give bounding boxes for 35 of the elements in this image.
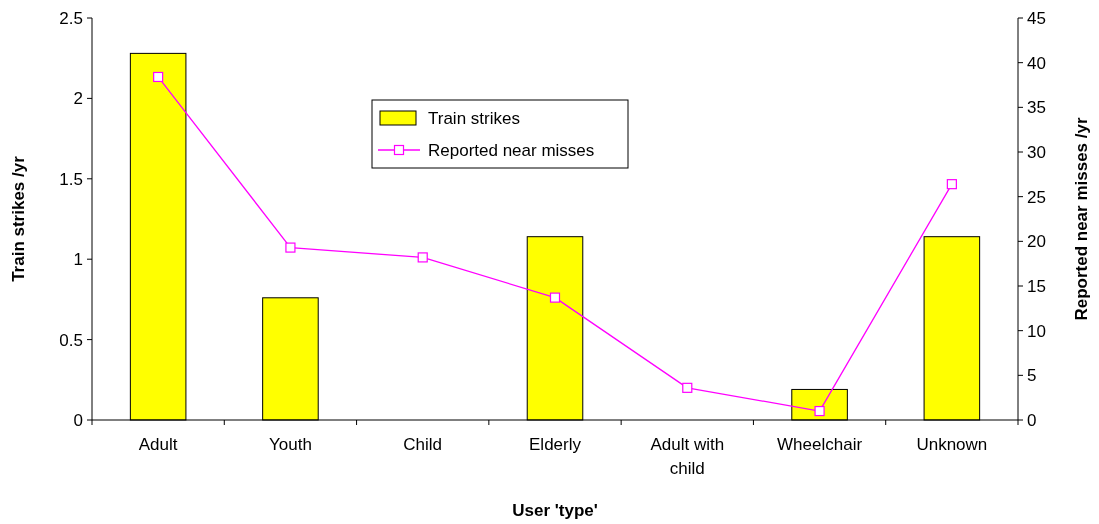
point: [946, 179, 957, 190]
x-tick-label: Adult: [138, 435, 178, 454]
x-tick-label: Child: [403, 435, 443, 454]
y2-tick-label: 30: [1027, 142, 1046, 162]
legend-label: Reported near misses: [428, 140, 595, 160]
y-axis-title: Train strikes /yr: [9, 155, 28, 282]
y2-tick-label: 35: [1027, 98, 1046, 118]
y-tick-label: 0.5: [59, 330, 83, 350]
x-tick-label: Elderly: [529, 435, 582, 454]
x-tick-label: Youth: [268, 435, 312, 454]
y-tick-label: 0: [73, 410, 83, 430]
legend-label: Train strikes: [428, 108, 520, 128]
y2-tick-label: 45: [1027, 8, 1046, 28]
x-tick-label: Unknown: [916, 435, 988, 454]
y2-tick-label: 20: [1027, 232, 1046, 252]
y2-tick-label: 10: [1027, 321, 1046, 341]
x-tick-label: Adult with child: [650, 435, 725, 478]
point: [153, 71, 164, 83]
y-tick-label: 1.5: [59, 169, 83, 189]
point: [549, 292, 561, 303]
y2-tick-label: 0: [1027, 410, 1037, 430]
y2-tick-label: 25: [1027, 187, 1046, 207]
point: [814, 405, 825, 417]
x-axis-title: User 'type': [512, 501, 598, 520]
x-tick-label: Wheelchair: [777, 435, 863, 454]
y2-tick-label: 40: [1027, 53, 1046, 73]
y-tick-label: 1: [73, 250, 83, 270]
point: [682, 382, 693, 393]
y-tick-label: 2: [73, 89, 83, 109]
y2-axis-title: Reported near misses /yr: [1072, 117, 1091, 321]
y-tick-label: 2.5: [59, 8, 83, 28]
y2-tick-label: 15: [1027, 276, 1046, 296]
point: [285, 242, 296, 253]
point: [417, 252, 428, 263]
y2-tick-label: 5: [1027, 366, 1037, 386]
